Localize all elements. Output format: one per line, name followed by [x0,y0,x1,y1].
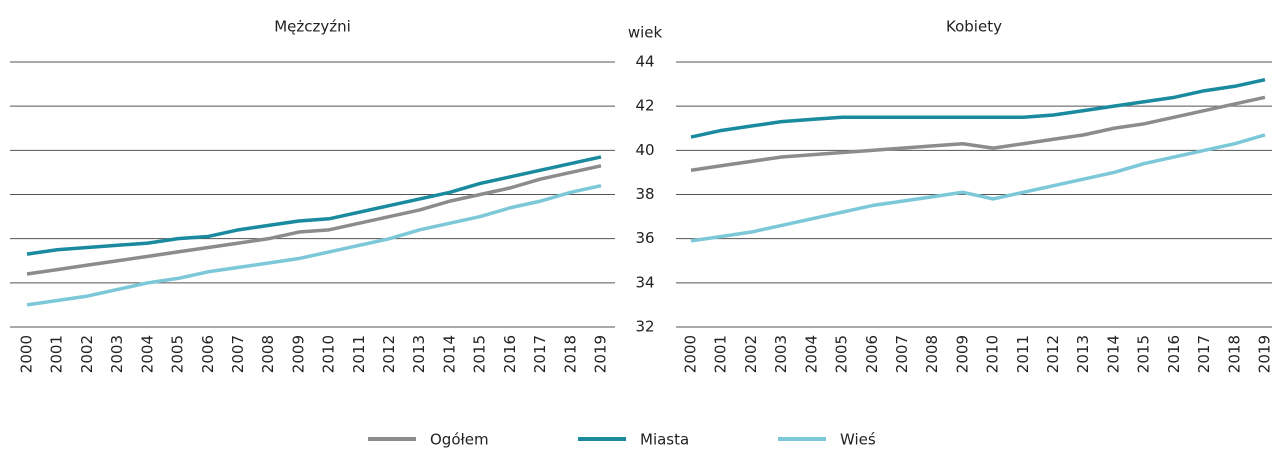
x-tick-label: 2019 [592,335,610,373]
x-tick-label: 2015 [1135,335,1153,373]
y-tick-label: 34 [635,273,654,291]
x-tick-label: 2018 [561,335,579,373]
y-tick-label: 38 [635,185,654,203]
x-tick-label: 2012 [1044,335,1062,373]
x-tick-label: 2005 [833,335,851,373]
x-tick-label: 2013 [1074,335,1092,373]
y-tick-label: 40 [635,141,654,159]
legend-label: Wieś [840,431,876,449]
x-tick-label: 2006 [863,335,881,373]
series-line [690,95,1266,172]
x-tick-label: 2008 [259,335,277,373]
series-line [26,164,602,276]
legend-label: Ogółem [430,431,489,449]
x-tick-label: 2010 [984,335,1002,373]
y-axis-label: wiek [628,24,663,42]
x-tick-label: 2007 [893,335,911,373]
x-tick-label: 2000 [682,335,700,373]
x-tick-label: 2005 [169,335,187,373]
x-tick-label: 2013 [410,335,428,373]
x-tick-label: 2001 [48,335,66,373]
x-tick-label: 2011 [1014,335,1032,373]
x-tick-label: 2016 [1165,335,1183,373]
x-tick-label: 2002 [78,335,96,373]
x-tick-label: 2001 [712,335,730,373]
x-tick-label: 2015 [471,335,489,373]
chart-title: Kobiety [946,18,1002,36]
x-tick-label: 2014 [1104,335,1122,373]
x-tick-label: 2017 [531,335,549,373]
y-tick-label: 36 [635,229,654,247]
chart-title: Mężczyźni [274,18,351,36]
x-tick-label: 2003 [772,335,790,373]
x-tick-label: 2011 [350,335,368,373]
x-tick-label: 2018 [1225,335,1243,373]
y-tick-label: 44 [635,53,654,71]
x-tick-label: 2002 [742,335,760,373]
y-tick-label: 32 [635,318,654,336]
x-tick-label: 2008 [923,335,941,373]
x-tick-label: 2000 [18,335,36,373]
x-tick-label: 2004 [802,335,820,373]
series-line [690,77,1266,139]
x-tick-label: 2012 [380,335,398,373]
y-tick-label: 42 [635,97,654,115]
x-tick-label: 2009 [953,335,971,373]
x-tick-label: 2014 [440,335,458,373]
x-tick-label: 2003 [108,335,126,373]
x-tick-label: 2006 [199,335,217,373]
x-tick-label: 2007 [229,335,247,373]
x-tick-label: 2019 [1256,335,1274,373]
x-tick-label: 2009 [289,335,307,373]
x-tick-label: 2010 [320,335,338,373]
x-tick-label: 2004 [138,335,156,373]
x-tick-label: 2016 [501,335,519,373]
x-tick-label: 2017 [1195,335,1213,373]
series-line [26,155,602,256]
legend-label: Miasta [640,431,689,449]
series-line [690,133,1266,243]
series-line [26,183,602,307]
